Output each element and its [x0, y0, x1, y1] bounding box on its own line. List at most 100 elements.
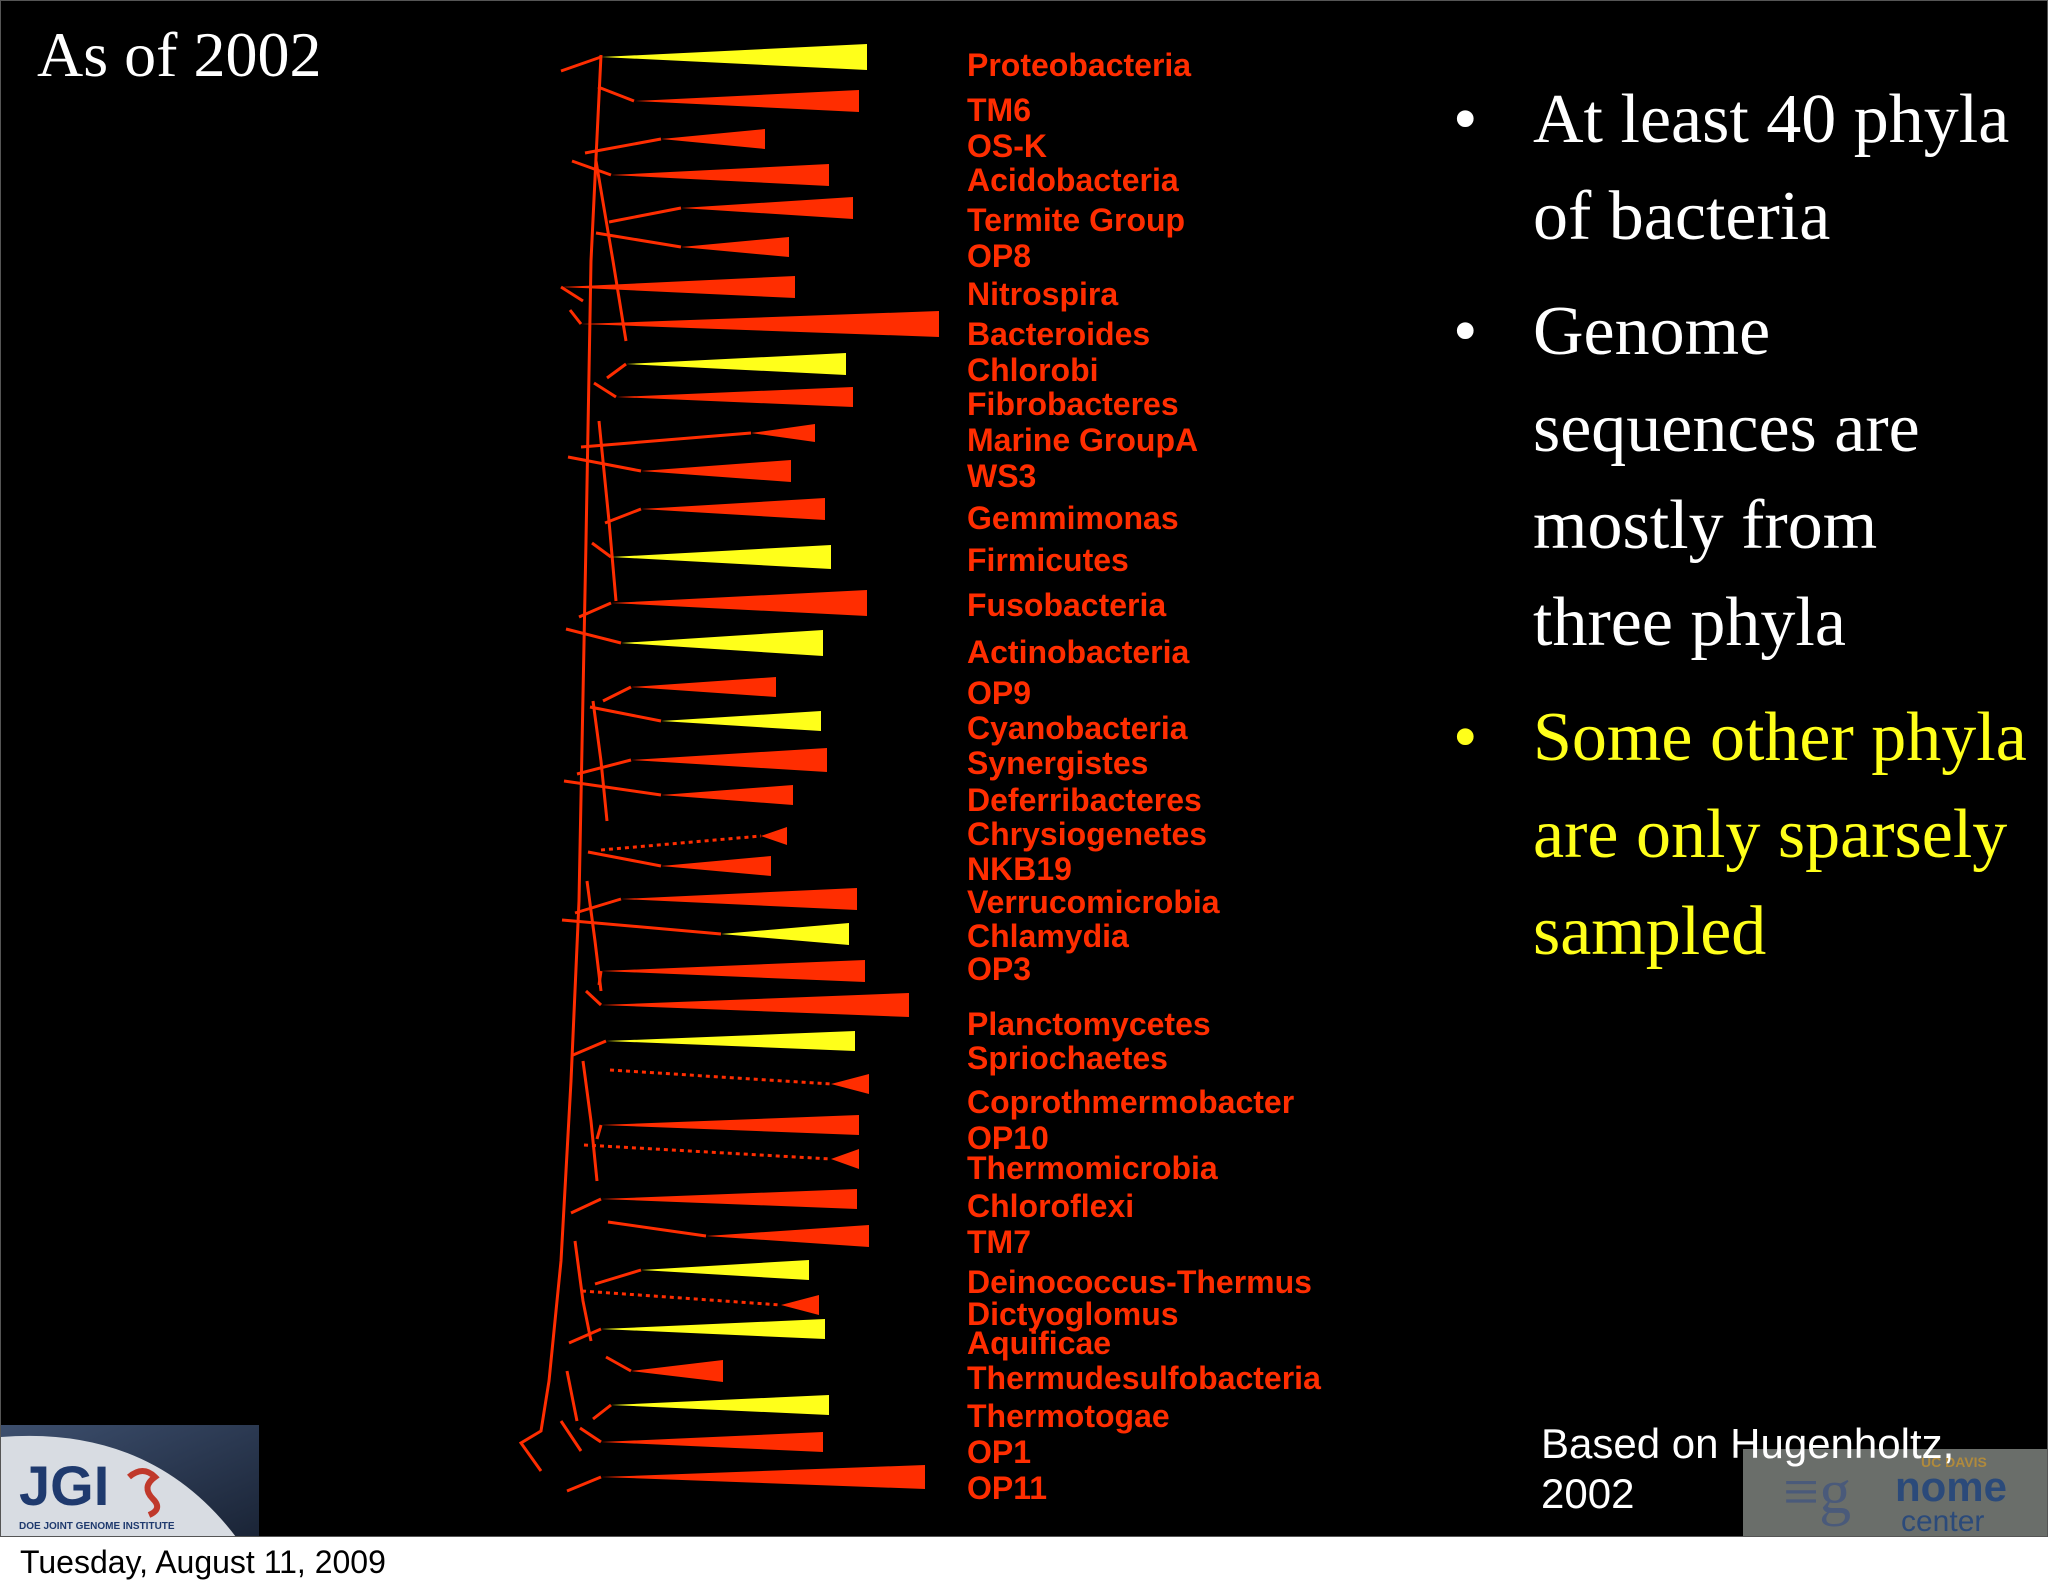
clade-wedge — [601, 1319, 825, 1339]
tree-backbone — [518, 54, 603, 1472]
phylum-label: Actinobacteria — [967, 634, 1190, 670]
phylum-label: WS3 — [967, 458, 1037, 494]
clade-wedge — [761, 827, 787, 845]
clade-wedge — [601, 44, 867, 70]
phylum-label: Chrysiogenetes — [967, 816, 1208, 852]
phylum-label: Fibrobacteres — [967, 386, 1179, 422]
phylum-label: Deinococcus-Thermus — [967, 1264, 1312, 1300]
phylum-label: Synergistes — [967, 745, 1149, 781]
tree-branch — [589, 705, 662, 723]
clade-wedge — [641, 1260, 809, 1280]
jgi-logo-subtitle: DOE JOINT GENOME INSTITUTE — [19, 1521, 175, 1532]
tree-internal-branch — [585, 880, 603, 992]
phylum-label: Nitrospira — [967, 276, 1119, 312]
bullet-list: • At least 40 phyla of bacteria • Genome… — [1453, 71, 2033, 998]
tree-branch — [566, 1475, 602, 1493]
tree-internal-branch — [597, 420, 618, 602]
phylum-label: Thermudesulfobacteria — [967, 1360, 1321, 1396]
tree-branch — [563, 779, 662, 797]
phylum-label: NKB19 — [967, 851, 1072, 887]
tree-branch — [560, 285, 584, 303]
bullet-item: • Genome sequences are mostly from three… — [1453, 283, 2033, 671]
tree-internal-branch — [594, 160, 628, 342]
tree-branch — [560, 55, 602, 73]
bullet-dot: • — [1453, 699, 1478, 776]
phylum-label: Spriochaetes — [967, 1040, 1168, 1076]
phylum-label: TM6 — [967, 92, 1031, 128]
phylum-label: OP10 — [967, 1120, 1049, 1156]
clade-wedge — [601, 960, 865, 982]
phylum-label: Chloroflexi — [967, 1188, 1135, 1224]
bullet-text: At least 40 phyla of bacteria — [1533, 81, 2010, 255]
phylum-label: Marine GroupA — [967, 422, 1199, 458]
tree-branch — [606, 362, 627, 380]
tree-branch — [607, 1220, 707, 1238]
tree-branch — [568, 1327, 602, 1345]
phylum-label: Bacteroides — [967, 316, 1151, 352]
clade-wedge — [631, 1360, 723, 1382]
tree-branch — [604, 507, 642, 525]
phylum-label: TM7 — [967, 1224, 1031, 1260]
clade-wedge — [641, 460, 791, 482]
bullet-dot: • — [1453, 293, 1478, 370]
clade-wedge — [831, 1149, 859, 1169]
phylum-label: Chlorobi — [967, 352, 1099, 388]
phylum-label: Planctomycetes — [967, 1006, 1211, 1042]
clade-wedge — [611, 164, 829, 186]
phylum-label: Verrucomicrobia — [967, 884, 1220, 920]
clade-wedge — [601, 1432, 823, 1452]
clade-wedge — [641, 498, 825, 520]
bullet-dot: • — [1453, 81, 1478, 158]
svg-text:≡g: ≡g — [1783, 1456, 1851, 1527]
phylum-label: Acidobacteria — [967, 162, 1179, 198]
tree-branch — [579, 1426, 602, 1444]
phylum-label: Thermomicrobia — [967, 1150, 1218, 1186]
tree-branch — [561, 918, 722, 936]
phylum-label: OP3 — [967, 951, 1032, 987]
phylum-label: OP9 — [967, 675, 1032, 711]
bullet-item: • At least 40 phyla of bacteria — [1453, 71, 2033, 265]
tree-branch — [570, 1197, 602, 1215]
genome-center-logo: ≡g UC DAVIS nome center — [1743, 1449, 2047, 1536]
clade-wedge — [781, 1295, 819, 1315]
clade-wedge — [631, 677, 776, 697]
clade-wedge — [601, 1115, 859, 1135]
clade-wedge — [561, 276, 795, 298]
slide-title: As of 2002 — [37, 19, 322, 90]
tree-internal-branch — [565, 1370, 579, 1422]
tree-branch — [568, 309, 583, 325]
tree-branch — [583, 1143, 832, 1161]
phylum-label: Proteobacteria — [967, 47, 1192, 83]
phylum-label: Thermotogae — [967, 1398, 1170, 1434]
clade-wedge — [621, 888, 857, 910]
phylum-label: Firmicutes — [967, 542, 1129, 578]
clade-wedge — [606, 1031, 855, 1051]
tree-branch — [587, 850, 662, 868]
phylum-label: Chlamydia — [967, 918, 1129, 954]
tree-branch — [578, 601, 612, 619]
genome-logo-word1: nome — [1895, 1463, 2007, 1510]
clade-wedge — [681, 237, 789, 257]
tree-branch — [571, 159, 612, 177]
clade-wedge — [751, 424, 815, 442]
clade-wedge — [661, 129, 765, 149]
tree-branch — [592, 1403, 612, 1421]
tree-branch — [595, 231, 682, 249]
tree-branch — [565, 627, 622, 645]
clade-wedge — [681, 197, 853, 219]
clade-wedge — [611, 545, 831, 569]
bullet-text: Genome sequences are mostly from three p… — [1533, 293, 1920, 661]
phylum-label: OP8 — [967, 238, 1032, 274]
tree-internal-branch — [591, 700, 609, 822]
tree-branch — [609, 1068, 832, 1086]
tree-branch — [593, 381, 617, 399]
tree-internal-branch — [573, 1240, 593, 1342]
jgi-logo: JGI DOE JOINT GENOME INSTITUTE — [1, 1425, 259, 1536]
phylum-label: Dictyoglomus — [967, 1296, 1179, 1332]
phylum-label: Gemmimonas — [967, 500, 1179, 536]
clade-wedge — [721, 923, 849, 945]
phylum-label: Aquificae — [967, 1325, 1112, 1361]
tree-branch — [581, 1289, 782, 1307]
credit-text: Based on Hugenholtz, 2002 — [1541, 1420, 1955, 1517]
